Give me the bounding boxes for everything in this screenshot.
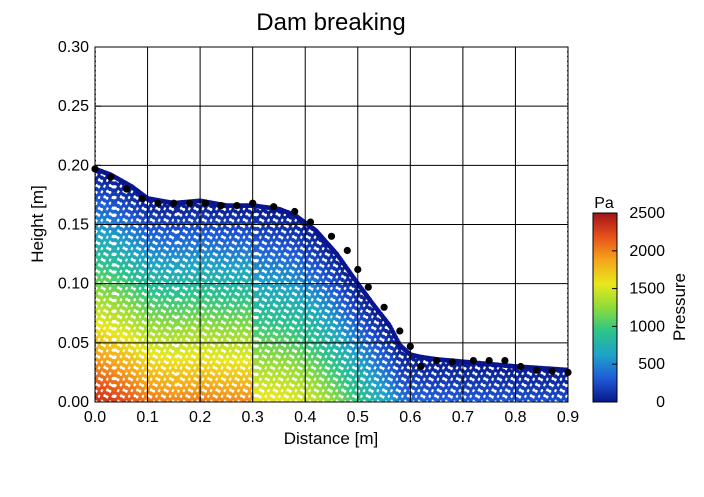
particle (564, 390, 568, 395)
colorbar-tick-label: 500 (638, 356, 665, 373)
data-point (469, 357, 477, 365)
particle (173, 219, 178, 224)
y-tick-label: 0.10 (58, 276, 89, 293)
particle (173, 361, 178, 366)
data-point (138, 194, 146, 203)
experimental-series (91, 165, 572, 376)
y-tick-label: 0.00 (58, 394, 89, 411)
x-tick-label: 0.0 (84, 409, 106, 426)
colorbar-tick-label: 2500 (629, 205, 665, 222)
colorbar-tick-label: 1000 (629, 318, 665, 335)
x-tick-label: 0.7 (452, 409, 474, 426)
x-tick-label: 0.8 (504, 409, 526, 426)
data-point (343, 246, 351, 255)
data-point (170, 199, 178, 207)
data-point (217, 202, 225, 210)
x-tick-label: 0.1 (136, 409, 158, 426)
data-point (201, 199, 209, 207)
particle (564, 397, 568, 402)
particle (173, 304, 178, 309)
y-tick-label: 0.20 (58, 157, 89, 174)
colorbar-tick-label: 0 (656, 394, 665, 411)
colorbar-ticks: 0 500 1000 1500 2000 2500 (612, 205, 665, 411)
y-tick-label: 0.30 (58, 39, 89, 56)
particle-field (95, 50, 568, 402)
particle (173, 248, 178, 253)
x-tick-label: 0.5 (347, 409, 369, 426)
data-point (186, 199, 194, 207)
y-axis-ticks: 0.00 0.05 0.10 0.15 0.20 0.25 0.30 (58, 39, 101, 411)
colorbar-gradient (592, 212, 618, 403)
x-tick-label: 0.3 (242, 409, 264, 426)
data-point (548, 367, 556, 375)
y-tick-label: 0.05 (58, 335, 89, 352)
x-tick-label: 0.9 (557, 409, 579, 426)
data-point (291, 207, 299, 216)
data-point (406, 342, 414, 350)
colorbar-tick-label: 2000 (629, 243, 665, 260)
particle (173, 333, 178, 338)
x-axis-label: Distance [m] (284, 429, 378, 448)
colorbar-label: Pressure (670, 273, 689, 341)
y-tick-label: 0.25 (58, 98, 89, 115)
data-point (501, 357, 509, 365)
grid-lines (95, 47, 568, 402)
data-point (327, 232, 336, 240)
x-axis-ticks: 0.0 0.1 0.2 0.3 0.4 0.5 0.6 0.7 0.8 0.9 (84, 396, 579, 426)
colorbar: Pa 0 500 1000 1500 2000 2500 Pressure (592, 195, 689, 411)
data-point (154, 199, 162, 207)
data-point (364, 283, 372, 291)
data-point (485, 357, 493, 365)
data-point (396, 327, 404, 335)
data-point (270, 203, 278, 211)
y-tick-label: 0.15 (58, 217, 89, 234)
data-point (532, 366, 541, 374)
particle (173, 276, 178, 281)
data-point (354, 265, 362, 274)
data-point (306, 218, 315, 226)
data-point (517, 362, 525, 371)
y-axis-label: Height [m] (28, 185, 47, 262)
data-point (249, 199, 257, 207)
data-point (448, 358, 456, 366)
chart-title: Dam breaking (256, 9, 405, 36)
x-tick-label: 0.4 (294, 409, 316, 426)
x-tick-label: 0.2 (189, 409, 211, 426)
x-tick-label: 0.6 (399, 409, 421, 426)
data-point (433, 357, 441, 365)
data-point (417, 362, 425, 371)
data-point (107, 173, 115, 181)
particle (173, 390, 178, 395)
colorbar-tick-label: 1500 (629, 281, 665, 298)
data-point (122, 185, 131, 193)
data-point (233, 202, 241, 210)
data-point (380, 303, 388, 311)
colorbar-unit: Pa (594, 195, 614, 212)
